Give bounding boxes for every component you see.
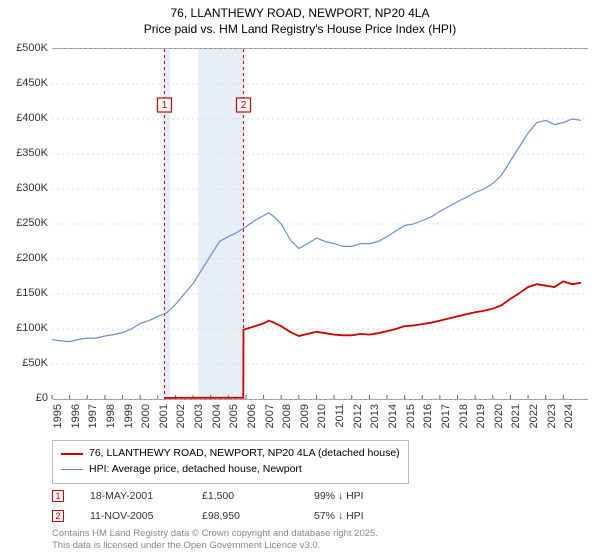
transaction-number-box: 1 xyxy=(52,490,64,502)
y-tick-label: £250K xyxy=(0,217,48,229)
transaction-row: 2 11-NOV-2005 £98,950 57% ↓ HPI xyxy=(52,506,400,526)
y-tick-label: £300K xyxy=(0,182,48,194)
legend-label: HPI: Average price, detached house, Newp… xyxy=(89,462,302,478)
y-tick-label: £400K xyxy=(0,112,48,124)
legend-swatch xyxy=(61,469,83,470)
x-tick-label: 2024 xyxy=(563,404,600,428)
transaction-delta: 99% ↓ HPI xyxy=(314,490,400,502)
plot-area: 12 xyxy=(52,48,588,400)
transaction-number-box: 2 xyxy=(52,510,64,522)
copyright-notice: Contains HM Land Registry data © Crown c… xyxy=(52,528,378,553)
copyright-line2: This data is licensed under the Open Gov… xyxy=(52,540,378,552)
transaction-price: £98,950 xyxy=(202,510,288,522)
y-tick-label: £100K xyxy=(0,322,48,334)
y-tick-label: £0 xyxy=(0,392,48,404)
copyright-line1: Contains HM Land Registry data © Crown c… xyxy=(52,528,378,540)
y-tick-label: £50K xyxy=(0,357,48,369)
transaction-date: 11-NOV-2005 xyxy=(90,510,176,522)
y-tick-label: £450K xyxy=(0,77,48,89)
transaction-date: 18-MAY-2001 xyxy=(90,490,176,502)
title-subtitle: Price paid vs. HM Land Registry's House … xyxy=(0,22,600,38)
title-address: 76, LLANTHEWY ROAD, NEWPORT, NP20 4LA xyxy=(0,6,600,22)
plot-svg: 12 xyxy=(52,49,588,399)
chart-title: 76, LLANTHEWY ROAD, NEWPORT, NP20 4LA Pr… xyxy=(0,0,600,37)
y-tick-label: £150K xyxy=(0,287,48,299)
y-tick-label: £200K xyxy=(0,252,48,264)
transaction-marker-number: 2 xyxy=(241,100,247,111)
transaction-delta: 57% ↓ HPI xyxy=(314,510,400,522)
y-tick-label: £350K xyxy=(0,147,48,159)
transaction-marker-number: 1 xyxy=(162,100,168,111)
transaction-row: 1 18-MAY-2001 £1,500 99% ↓ HPI xyxy=(52,486,400,506)
legend-item: HPI: Average price, detached house, Newp… xyxy=(61,462,400,478)
legend: 76, LLANTHEWY ROAD, NEWPORT, NP20 4LA (d… xyxy=(52,440,409,484)
transactions-table: 1 18-MAY-2001 £1,500 99% ↓ HPI 2 11-NOV-2005 £… xyxy=(52,486,400,526)
transaction-price: £1,500 xyxy=(202,490,288,502)
y-tick-label: £500K xyxy=(0,42,48,54)
legend-label: 76, LLANTHEWY ROAD, NEWPORT, NP20 4LA (d… xyxy=(89,446,400,462)
series-hpi xyxy=(52,119,581,342)
legend-item: 76, LLANTHEWY ROAD, NEWPORT, NP20 4LA (d… xyxy=(61,446,400,462)
chart-container: 76, LLANTHEWY ROAD, NEWPORT, NP20 4LA Pr… xyxy=(0,0,600,560)
legend-swatch xyxy=(61,453,83,455)
